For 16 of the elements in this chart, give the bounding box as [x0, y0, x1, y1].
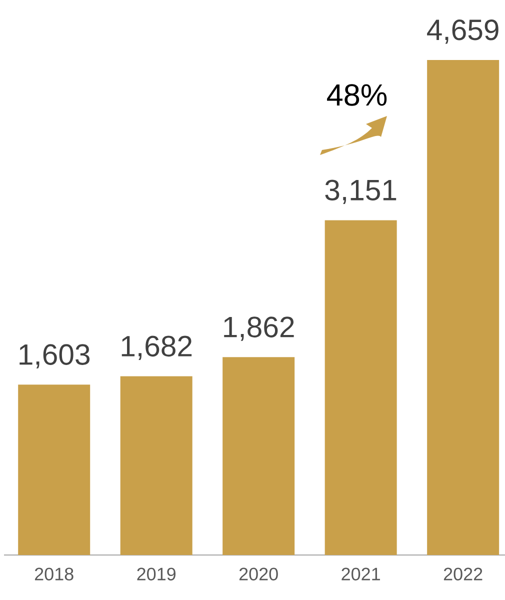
bar [427, 60, 500, 555]
x-tick-label: 2018 [34, 568, 74, 580]
data-label: 1,862 [224, 316, 294, 341]
x-tick-label: 2019 [137, 568, 176, 580]
data-label: 4,659 [427, 19, 498, 44]
data-label: 3,151 [325, 180, 396, 204]
data-label: 1,603 [20, 344, 90, 368]
annotation: 48% [327, 84, 387, 106]
bar [324, 220, 397, 555]
bar [222, 357, 295, 555]
x-tick-label: 2020 [239, 568, 278, 580]
data-label: 1,682 [122, 336, 192, 360]
x-tick-label: 2022 [444, 568, 482, 580]
bar [120, 376, 192, 555]
bar [18, 384, 90, 555]
x-tick-label: 2021 [342, 568, 380, 580]
